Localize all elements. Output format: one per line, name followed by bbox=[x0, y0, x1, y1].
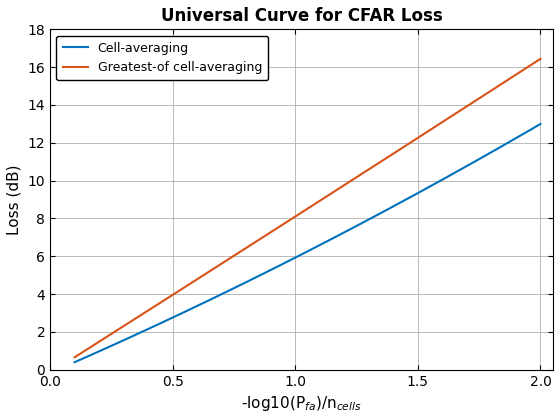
Y-axis label: Loss (dB): Loss (dB) bbox=[7, 164, 22, 235]
Greatest-of cell-averaging bbox=[71, 355, 78, 360]
Greatest-of cell-averaging bbox=[537, 56, 544, 61]
Greatest-of cell-averaging bbox=[526, 63, 533, 68]
Cell-averaging bbox=[537, 121, 544, 126]
Cell-averaging bbox=[323, 239, 330, 244]
Cell-averaging bbox=[453, 169, 460, 174]
X-axis label: -log10(P$_{fa}$)/n$_{cells}$: -log10(P$_{fa}$)/n$_{cells}$ bbox=[241, 394, 362, 413]
Cell-averaging bbox=[526, 128, 533, 133]
Legend: Cell-averaging, Greatest-of cell-averaging: Cell-averaging, Greatest-of cell-averagi… bbox=[57, 36, 268, 80]
Cell-averaging bbox=[71, 360, 78, 365]
Line: Greatest-of cell-averaging: Greatest-of cell-averaging bbox=[74, 59, 540, 357]
Line: Cell-averaging: Cell-averaging bbox=[74, 124, 540, 362]
Cell-averaging bbox=[348, 226, 355, 231]
Greatest-of cell-averaging bbox=[292, 214, 299, 219]
Cell-averaging bbox=[295, 253, 302, 258]
Greatest-of cell-averaging bbox=[295, 212, 302, 217]
Greatest-of cell-averaging bbox=[323, 194, 330, 199]
Greatest-of cell-averaging bbox=[348, 178, 355, 183]
Greatest-of cell-averaging bbox=[453, 110, 460, 116]
Title: Universal Curve for CFAR Loss: Universal Curve for CFAR Loss bbox=[161, 7, 442, 25]
Cell-averaging bbox=[292, 255, 299, 260]
